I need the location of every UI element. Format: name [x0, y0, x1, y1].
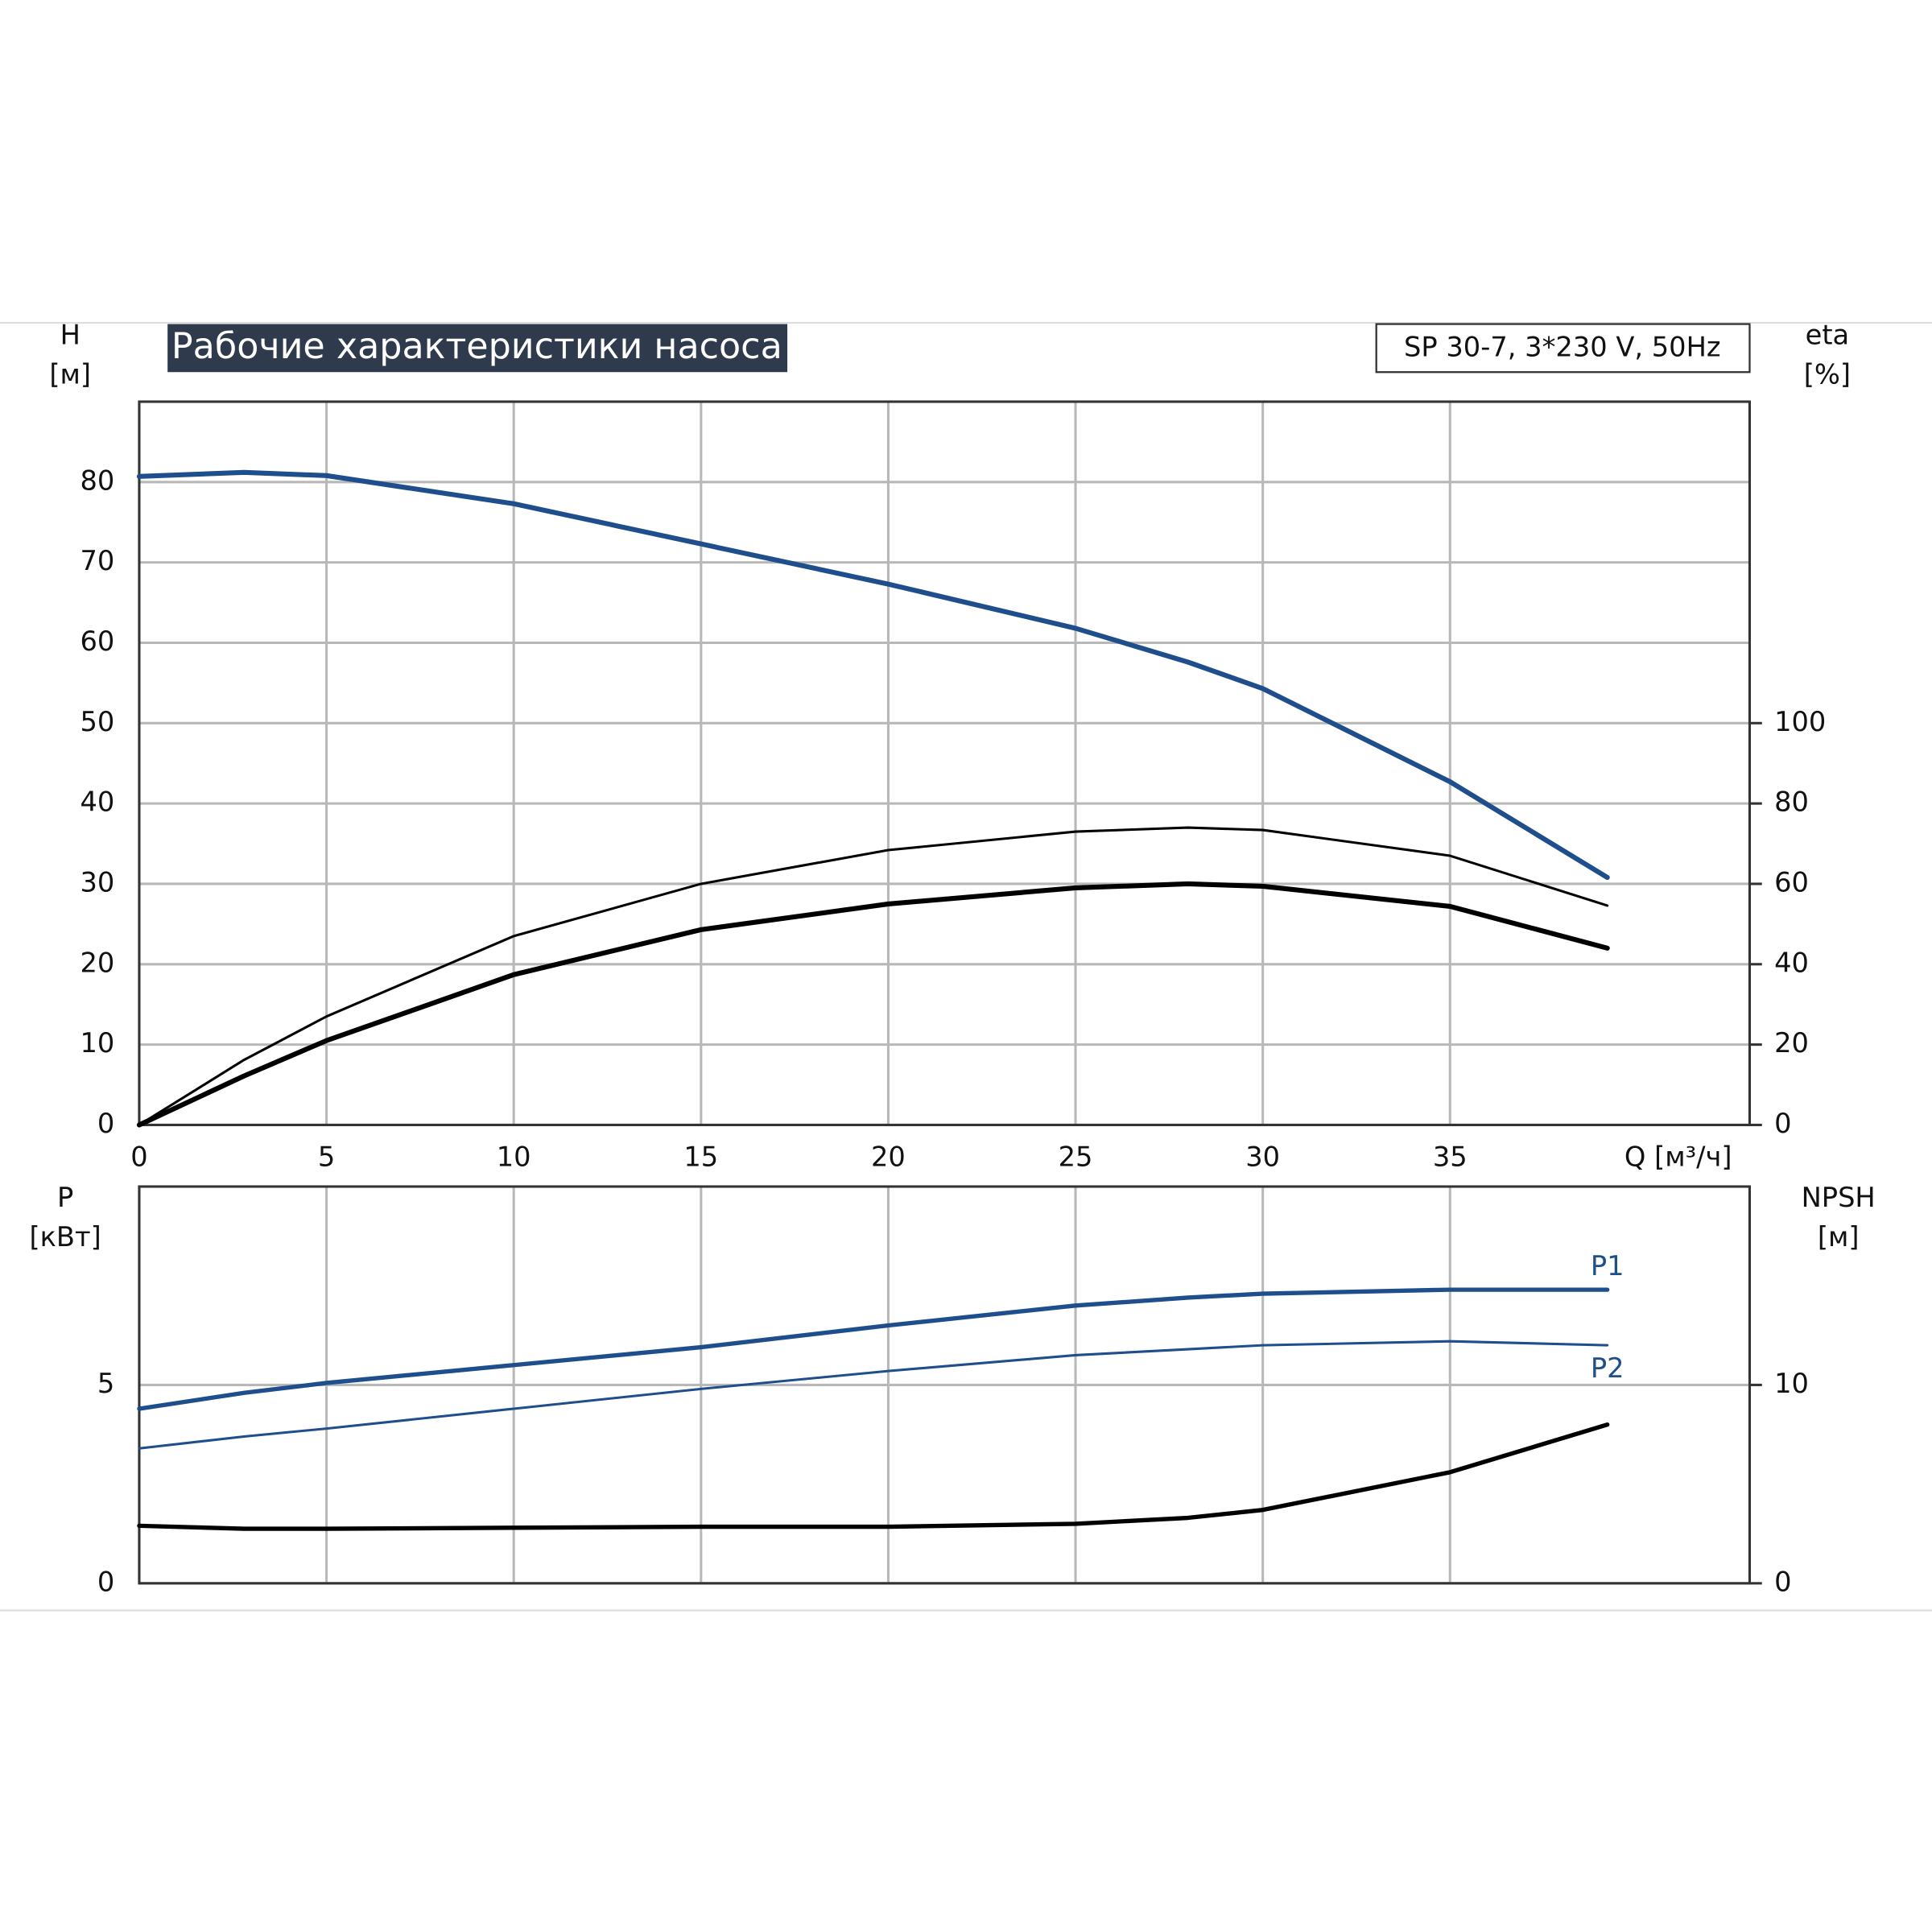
y-tick-label: 50 [80, 706, 115, 737]
y2-tick-label: 60 [1774, 866, 1809, 898]
curve [136, 469, 1610, 881]
x-tick-label: 20 [871, 1141, 906, 1172]
x-tick-label: 15 [683, 1141, 718, 1172]
y-axis-unit: [м] [49, 358, 91, 390]
curve [137, 1287, 1610, 1411]
y-tick-label: 70 [80, 545, 115, 576]
x-tick-label: 25 [1059, 1141, 1093, 1172]
y-tick-label: 40 [80, 786, 115, 818]
y-tick-label: 10 [80, 1027, 115, 1059]
y2-tick-label: 80 [1774, 786, 1809, 818]
y2-axis-unit: [м] [1818, 1221, 1860, 1253]
curve [136, 881, 1610, 1128]
annotation-box [1375, 323, 1751, 374]
y2-tick-label: 0 [1774, 1566, 1791, 1597]
x-axis-label: Q [м³/ч] [1624, 1141, 1732, 1172]
y-tick-label: 80 [80, 464, 115, 496]
x-tick-label: 30 [1245, 1141, 1280, 1172]
y-tick-label: 20 [80, 947, 115, 978]
x-tick-label: 10 [497, 1141, 531, 1172]
curve [138, 826, 1609, 1126]
y2-axis-label: eta [1806, 319, 1850, 350]
title-box [167, 324, 788, 373]
y2-tick-label: 40 [1774, 947, 1809, 978]
annotation: SP 30-7, 3*230 V, 50Hz [1404, 332, 1721, 363]
x-tick-label: 35 [1433, 1141, 1468, 1172]
y2-axis-unit: [%] [1804, 358, 1851, 390]
y-tick-label: 60 [80, 625, 115, 657]
y-tick-label: 30 [80, 866, 115, 898]
plot-frame [138, 1185, 1751, 1585]
plot-frame [138, 400, 1751, 1126]
curve [137, 1422, 1610, 1531]
y-tick-label: 0 [97, 1108, 114, 1139]
y-tick-label: 5 [97, 1368, 114, 1399]
y2-tick-label: 20 [1774, 1027, 1809, 1059]
chart-title: Рабочие характеристики насоса [171, 326, 782, 367]
y-axis-unit: [кВт] [29, 1221, 101, 1253]
y2-axis-label: NPSH [1802, 1182, 1876, 1213]
y-tick-label: 0 [97, 1566, 114, 1597]
y2-tick-label: 100 [1774, 706, 1826, 737]
x-tick-label: 0 [130, 1141, 147, 1172]
y2-tick-label: 0 [1774, 1108, 1791, 1139]
y-axis-label: H [60, 319, 80, 350]
x-tick-label: 5 [318, 1141, 335, 1172]
y2-tick-label: 10 [1774, 1368, 1809, 1399]
curve [138, 1340, 1609, 1450]
series-label: P2 [1591, 1352, 1624, 1384]
series-label: P1 [1591, 1250, 1624, 1282]
y-axis-label: P [57, 1182, 73, 1213]
